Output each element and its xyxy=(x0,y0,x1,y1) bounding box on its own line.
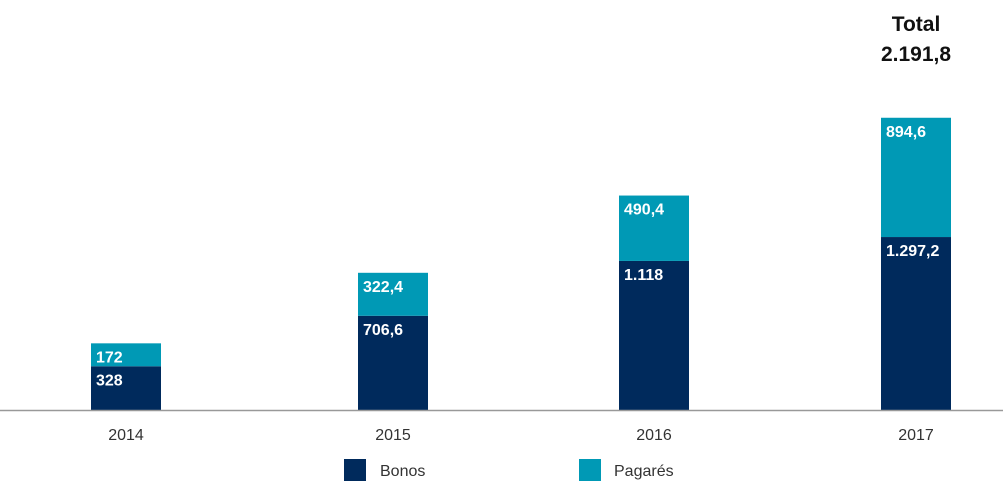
bar-bonos-2014 xyxy=(91,366,161,410)
data-label-bonos-2014: 328 xyxy=(96,372,123,389)
x-tick-label-2016: 2016 xyxy=(636,427,672,444)
bars-group: 328 172 706,6 322,4 1.118 490,4 1.297,2 894,6 xyxy=(91,117,951,410)
data-label-bonos-2016: 1.118 xyxy=(624,267,663,284)
bar-pagares-2017 xyxy=(881,117,951,238)
legend-swatch-pagares xyxy=(579,459,601,481)
bar-bonos-2015 xyxy=(358,315,428,410)
x-tick-labels: 2014 2015 2016 2017 xyxy=(108,427,934,444)
bar-bonos-2017 xyxy=(881,237,951,410)
bar-pagares-2015 xyxy=(358,272,428,316)
data-label-bonos-2015: 706,6 xyxy=(363,322,403,339)
total-value: 2.191,8 xyxy=(881,43,951,66)
bar-bonos-2016 xyxy=(619,260,689,410)
legend-label-pagares: Pagarés xyxy=(614,463,674,480)
data-label-bonos-2017: 1.297,2 xyxy=(886,243,939,260)
bar-pagares-2016 xyxy=(619,195,689,261)
bar-pagares-2014 xyxy=(91,343,161,367)
total-annotation: Total 2.191,8 xyxy=(881,13,951,66)
x-tick-label-2015: 2015 xyxy=(375,427,411,444)
data-label-pagares-2016: 490,4 xyxy=(624,202,664,219)
legend: Bonos Pagarés xyxy=(344,459,674,481)
data-label-pagares-2015: 322,4 xyxy=(363,279,403,296)
data-label-pagares-2014: 172 xyxy=(96,349,123,366)
legend-swatch-bonos xyxy=(344,459,366,481)
legend-label-bonos: Bonos xyxy=(380,463,425,480)
x-tick-label-2014: 2014 xyxy=(108,427,144,444)
total-label: Total xyxy=(892,13,941,36)
x-tick-label-2017: 2017 xyxy=(898,427,934,444)
data-label-pagares-2017: 894,6 xyxy=(886,124,926,141)
